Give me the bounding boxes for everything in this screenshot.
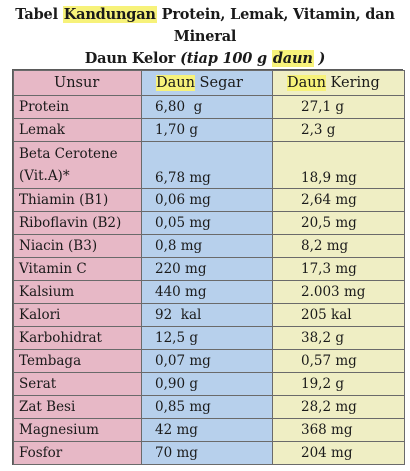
- header-segar-highlight: Daun: [156, 75, 195, 91]
- cell-segar: 0,8 mg: [141, 234, 273, 258]
- table-row: Niacin (B3) 0,8 mg 8,2 mg: [13, 234, 405, 258]
- title-suffix: Protein, Lemak, Vitamin, dan Mineral: [156, 6, 395, 45]
- table-row: Zat Besi 0,85 mg 28,2 mg: [13, 395, 405, 419]
- nutrition-table-container: Unsur Daun Segar Daun Kering Protein 6,8…: [12, 69, 405, 465]
- cell-segar: 0,07 mg: [141, 349, 273, 373]
- cell-segar: 0,06 mg: [141, 188, 273, 212]
- table-header-row: Unsur Daun Segar Daun Kering: [13, 70, 405, 96]
- title-subject: Daun Kelor: [84, 50, 176, 67]
- cell-segar: 0,90 g: [141, 372, 273, 396]
- cell-segar: 42 mg: [141, 418, 273, 442]
- cell-unsur: Niacin (B3): [13, 234, 142, 258]
- cell-unsur: Karbohidrat: [13, 326, 142, 350]
- table-row: Vitamin C 220 mg 17,3 mg: [13, 257, 405, 281]
- cell-segar: 220 mg: [141, 257, 273, 281]
- cell-segar: 6,80 g: [141, 95, 273, 119]
- cell-kering: 204 mg: [272, 441, 405, 465]
- cell-unsur: Beta Cerotene (Vit.A)*: [13, 141, 142, 189]
- cell-unsur-line-2: (Vit.A)*: [19, 168, 70, 184]
- cell-kering: 0,57 mg: [272, 349, 405, 373]
- cell-kering: 2,3 g: [272, 118, 405, 142]
- table-row: Thiamin (B1) 0,06 mg 2,64 mg: [13, 188, 405, 212]
- table-row: Riboflavin (B2) 0,05 mg 20,5 mg: [13, 211, 405, 235]
- header-segar-rest: Segar: [194, 75, 243, 91]
- title-highlight: Kandungan: [62, 6, 157, 23]
- table-row: Magnesium 42 mg 368 mg: [13, 418, 405, 442]
- cell-segar: 70 mg: [141, 441, 273, 465]
- cell-segar: 440 mg: [141, 280, 273, 304]
- cell-unsur: Vitamin C: [13, 257, 142, 281]
- cell-kering: 8,2 mg: [272, 234, 405, 258]
- title-note-open: (tiap 100 g: [175, 50, 272, 67]
- cell-unsur: Fosfor: [13, 441, 142, 465]
- table-row: Protein 6,80 g 27,1 g: [13, 95, 405, 119]
- header-daun-segar: Daun Segar: [141, 70, 273, 96]
- title-note-close: ): [313, 50, 326, 67]
- cell-segar: 92 kal: [141, 303, 273, 327]
- title-note-highlight: daun: [271, 50, 314, 67]
- cell-segar: 12,5 g: [141, 326, 273, 350]
- cell-unsur-line-1: Beta Cerotene: [19, 146, 118, 162]
- cell-unsur: Kalori: [13, 303, 142, 327]
- cell-segar: 1,70 g: [141, 118, 273, 142]
- header-kering-highlight: Daun: [287, 75, 326, 91]
- cell-unsur: Lemak: [13, 118, 142, 142]
- cell-kering: 20,5 mg: [272, 211, 405, 235]
- cell-unsur: Zat Besi: [13, 395, 142, 419]
- table-row: Tembaga 0,07 mg 0,57 mg: [13, 349, 405, 373]
- cell-unsur: Riboflavin (B2): [13, 211, 142, 235]
- cell-kering: 19,2 g: [272, 372, 405, 396]
- title-line-1: Tabel Kandungan Protein, Lemak, Vitamin,…: [0, 4, 410, 48]
- cell-kering: 2,64 mg: [272, 188, 405, 212]
- table-row: Karbohidrat 12,5 g 38,2 g: [13, 326, 405, 350]
- cell-segar: 0,85 mg: [141, 395, 273, 419]
- cell-kering: 205 kal: [272, 303, 405, 327]
- table-row: Lemak 1,70 g 2,3 g: [13, 118, 405, 142]
- table-row: Beta Cerotene (Vit.A)* 6,78 mg 18,9 mg: [13, 141, 405, 189]
- cell-kering: 17,3 mg: [272, 257, 405, 281]
- cell-segar: 6,78 mg: [141, 141, 273, 189]
- cell-unsur: Serat: [13, 372, 142, 396]
- cell-kering: 2.003 mg: [272, 280, 405, 304]
- header-unsur: Unsur: [13, 70, 142, 96]
- cell-unsur: Thiamin (B1): [13, 188, 142, 212]
- header-daun-kering: Daun Kering: [272, 70, 405, 96]
- cell-kering: 27,1 g: [272, 95, 405, 119]
- table-row: Fosfor 70 mg 204 mg: [13, 441, 405, 465]
- title-prefix: Tabel: [15, 6, 63, 23]
- nutrition-table: Unsur Daun Segar Daun Kering Protein 6,8…: [13, 70, 405, 465]
- cell-unsur: Tembaga: [13, 349, 142, 373]
- cell-kering: 38,2 g: [272, 326, 405, 350]
- cell-segar: 0,05 mg: [141, 211, 273, 235]
- cell-kering: 368 mg: [272, 418, 405, 442]
- header-kering-rest: Kering: [325, 75, 380, 91]
- title-line-2: Daun Kelor (tiap 100 g daun ): [0, 48, 410, 70]
- table-row: Kalori 92 kal 205 kal: [13, 303, 405, 327]
- cell-kering: 28,2 mg: [272, 395, 405, 419]
- cell-unsur: Protein: [13, 95, 142, 119]
- cell-kering: 18,9 mg: [272, 141, 405, 189]
- cell-unsur: Magnesium: [13, 418, 142, 442]
- cell-unsur: Kalsium: [13, 280, 142, 304]
- table-title: Tabel Kandungan Protein, Lemak, Vitamin,…: [0, 4, 410, 70]
- table-row: Serat 0,90 g 19,2 g: [13, 372, 405, 396]
- table-row: Kalsium 440 mg 2.003 mg: [13, 280, 405, 304]
